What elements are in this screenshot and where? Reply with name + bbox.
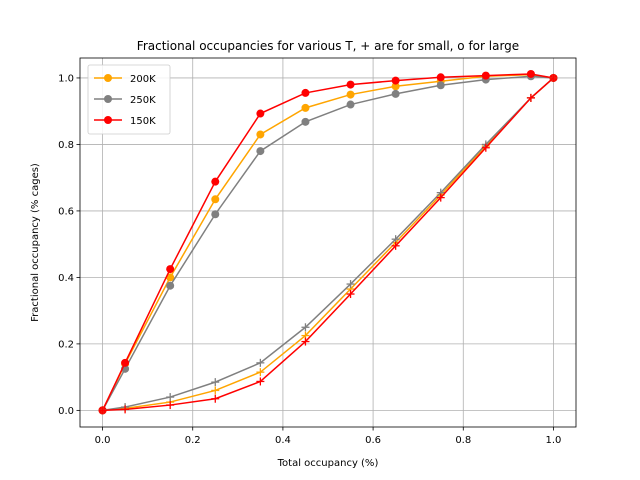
data-point [391,241,400,250]
data-point [301,117,310,126]
data-point [211,386,220,395]
data-point [256,358,265,367]
data-point [436,73,445,82]
plot-frame [79,57,577,428]
data-point [256,368,265,377]
data-point [256,109,265,118]
legend-marker [104,95,112,103]
data-point [481,143,490,152]
data-point [346,90,355,99]
legend-marker [104,116,112,124]
x-tick-label: 0.6 [365,435,381,446]
legend-entry: 200K [94,74,156,85]
data-point [346,290,355,299]
y-tick-label: 0.6 [58,206,74,217]
chart-title: Fractional occupancies for various T, + … [137,39,519,53]
data-point [391,89,400,98]
data-point [346,80,355,89]
legend-label: 250K [130,95,156,106]
data-point [211,177,220,186]
y-tick-label: 0.0 [58,406,74,417]
legend-entry: 250K [94,95,156,106]
data-point [301,337,310,346]
series-5 [98,73,558,415]
data-point [166,281,175,290]
data-point [391,76,400,85]
data-point [346,100,355,109]
data-point [211,394,220,403]
data-point [256,147,265,156]
series-line [101,75,554,411]
x-axis-label: Total occupancy (%) [277,458,379,469]
x-tick-label: 1.0 [546,435,562,446]
series-line [101,73,554,411]
data-point [346,280,355,289]
x-tick-label: 0.0 [95,435,111,446]
data-point [211,378,220,387]
legend-entry: 150K [94,116,156,127]
legend-label: 150K [130,116,156,127]
data-point [211,195,220,204]
x-tick-label: 0.8 [455,435,471,446]
x-tick-label: 0.2 [185,435,201,446]
data-point [301,103,310,112]
data-point [211,210,220,219]
series-line [102,77,554,412]
data-point [436,193,445,202]
data-point [436,81,445,90]
data-point [256,377,265,386]
data-point [481,71,490,80]
x-tick-label: 0.4 [275,435,291,446]
data-point [301,323,310,332]
data-point [121,358,130,367]
data-point [166,401,175,410]
data-point [166,273,175,282]
series-group [98,69,558,415]
data-point [526,93,535,102]
legend-marker [104,74,112,82]
data-point [121,405,130,414]
y-tick-label: 0.2 [58,339,74,350]
series-2 [98,69,558,415]
data-point [98,406,107,415]
data-point [549,73,558,82]
data-point [166,393,175,402]
data-point [166,265,175,274]
y-tick-label: 0.8 [58,140,74,151]
y-axis-label: Fractional occupancy (% cages) [30,163,41,322]
legend: 200K 250K 150K [87,64,171,135]
series-line [102,77,554,412]
legend-label: 200K [130,74,156,85]
grid-lines [80,58,576,427]
data-point [301,88,310,97]
series-line [102,77,554,412]
axis-ticks: 0.0 0.2 0.4 0.6 0.8 1.0 0.0 0.2 0.4 0.6 0.8 1.0 [58,73,561,446]
y-tick-label: 1.0 [58,73,74,84]
data-point [391,82,400,91]
y-tick-label: 0.4 [58,273,74,284]
data-point [526,69,535,78]
data-point [256,130,265,139]
